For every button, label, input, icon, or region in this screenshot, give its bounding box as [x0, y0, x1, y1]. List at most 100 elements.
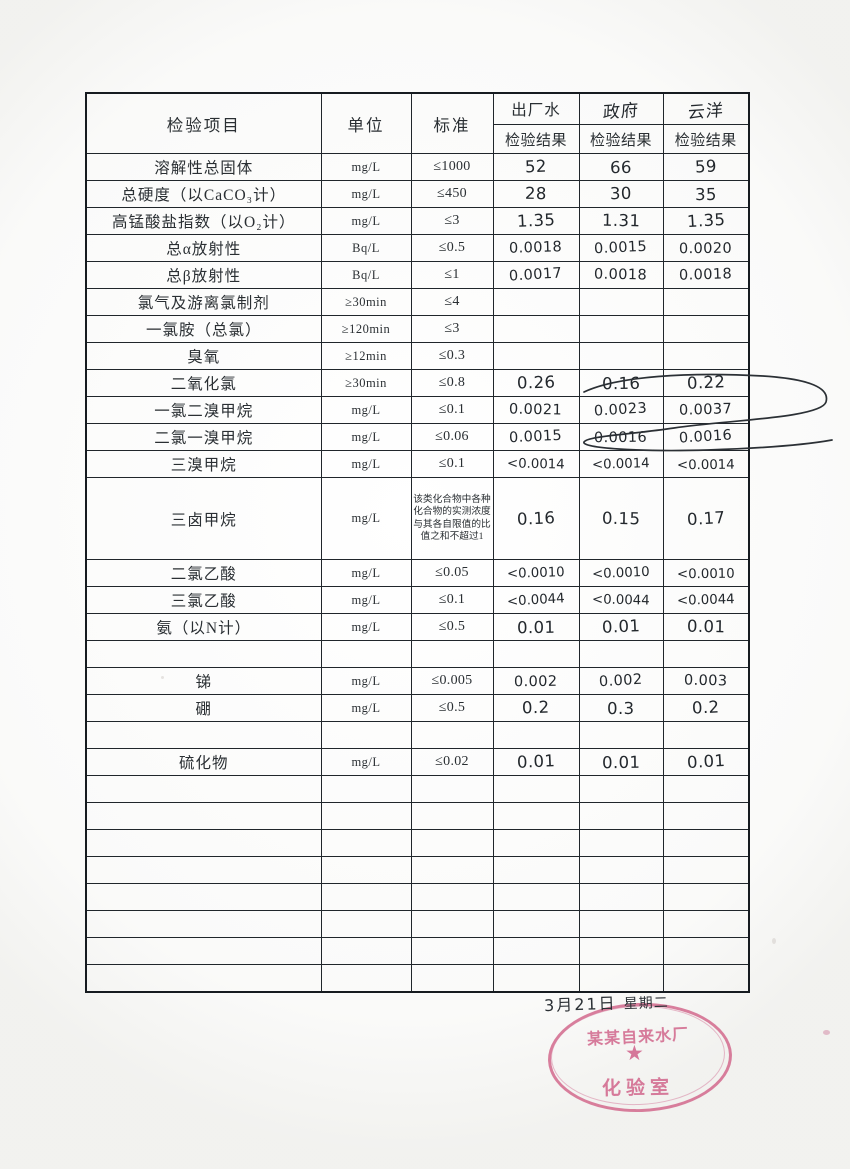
cell-unit: mg/L: [320, 423, 412, 451]
cell-item-name: 锑: [85, 667, 322, 695]
source-label-2-handwritten: 政府: [602, 100, 640, 123]
cell-unit: [320, 937, 412, 965]
cell-standard: ≤0.1: [410, 396, 494, 424]
table-row-empty: [85, 964, 750, 992]
cell-standard: [410, 802, 494, 830]
cell-item-name: 硫化物: [85, 748, 322, 776]
column-header-result-1: 检验结果: [492, 124, 580, 154]
cell-unit: [320, 721, 412, 749]
handwritten-result-value: <0.0014: [591, 456, 651, 473]
table-row-empty: [85, 883, 750, 911]
cell-result: <0.0044: [662, 586, 750, 614]
cell-result: 1.35: [492, 207, 580, 235]
cell-result: [662, 883, 750, 911]
cell-standard: ≤1: [410, 261, 494, 289]
handwritten-result-value: 0.3: [607, 698, 635, 719]
cell-item-name: [85, 856, 322, 884]
handwritten-result-value: 0.26: [516, 372, 556, 393]
cell-result: [578, 315, 664, 343]
handwritten-result-value: <0.0014: [507, 456, 565, 473]
cell-unit: ≥120min: [320, 315, 412, 343]
table-row: 二氯一溴甲烷 mg/L ≤0.06 0.0015 0.0016 0.0016: [85, 423, 750, 451]
table-row: 溶解性总固体 mg/L ≤1000 52 66 59: [85, 153, 750, 181]
cell-item-name: [85, 910, 322, 938]
table-row: 三溴甲烷 mg/L ≤0.1 <0.0014 <0.0014 <0.0014: [85, 450, 750, 478]
cell-unit: [320, 910, 412, 938]
cell-standard: ≤0.005: [410, 667, 494, 695]
cell-unit: [320, 829, 412, 857]
handwritten-result-value: 35: [694, 184, 717, 205]
cell-result: [492, 910, 580, 938]
cell-unit: mg/L: [320, 667, 412, 695]
table-header: 检验项目 单位 标准 出厂水 政府 云洋 检验结果 检验结果 检验结果: [85, 92, 750, 154]
cell-item-name: [85, 964, 322, 992]
cell-item-name: 二氯一溴甲烷: [85, 423, 322, 451]
cell-result: 66: [578, 153, 664, 181]
cell-standard: ≤0.3: [410, 342, 494, 370]
cell-item-name: [85, 802, 322, 830]
cell-result: 1.31: [578, 207, 664, 235]
handwritten-result-value: 0.0021: [509, 401, 563, 419]
cell-standard: ≤4: [410, 288, 494, 316]
cell-standard: [410, 910, 494, 938]
table-body: 溶解性总固体 mg/L ≤1000 52 66 59 总硬度（以CaCO₃计） mg/L ≤45…: [85, 153, 750, 992]
cell-result: [578, 829, 664, 857]
handwritten-result-value: 0.002: [598, 671, 644, 691]
handwritten-result-value: 1.35: [686, 209, 726, 232]
handwritten-result-value: 0.003: [683, 672, 728, 690]
header-row-top: 检验项目 单位 标准 出厂水 政府 云洋: [85, 92, 750, 154]
table-row: 氯气及游离氯制剂 ≥30min ≤4: [85, 288, 750, 316]
handwritten-result-value: <0.0010: [506, 565, 566, 582]
cell-result: [492, 721, 580, 749]
cell-standard: ≤0.5: [410, 613, 494, 641]
cell-result: [492, 856, 580, 884]
cell-standard: ≤3: [410, 315, 494, 343]
cell-item-name: 总硬度（以CaCO₃计）: [85, 180, 322, 208]
cell-item-name: 臭氧: [85, 342, 322, 370]
cell-result: <0.0014: [578, 450, 664, 478]
column-header-result-3: 检验结果: [662, 124, 750, 154]
cell-result: 0.01: [578, 748, 664, 776]
handwritten-result-value: 1.31: [601, 210, 641, 231]
cell-result: 0.01: [662, 613, 750, 641]
cell-result: 0.16: [492, 477, 580, 560]
cell-result: 0.0018: [662, 261, 750, 289]
cell-unit: Bq/L: [320, 261, 412, 289]
cell-unit: [320, 775, 412, 803]
handwritten-result-value: <0.0014: [676, 457, 735, 474]
cell-unit: ≥30min: [320, 369, 412, 397]
handwritten-result-value: 0.0017: [508, 265, 563, 285]
handwritten-result-value: <0.0044: [506, 591, 566, 610]
cell-item-name: 一氯胺（总氯）: [85, 315, 322, 343]
column-header-unit: 单位: [320, 92, 412, 154]
cell-result: 0.0018: [492, 234, 580, 262]
cell-standard: ≤0.5: [410, 234, 494, 262]
cell-standard: [410, 937, 494, 965]
cell-result: 0.0016: [578, 423, 664, 451]
cell-result: 0.2: [662, 694, 750, 722]
cell-result: [578, 775, 664, 803]
cell-standard: ≤0.05: [410, 559, 494, 587]
handwritten-result-value: 0.0016: [594, 429, 648, 447]
cell-result: 0.0015: [492, 423, 580, 451]
cell-result: 0.0021: [492, 396, 580, 424]
column-header-item: 检验项目: [85, 92, 322, 154]
table-row: 高锰酸盐指数（以O₂计） mg/L ≤3 1.35 1.31 1.35: [85, 207, 750, 235]
cell-result: 28: [492, 180, 580, 208]
seal-star-icon: ★: [625, 1041, 644, 1065]
cell-result: [492, 288, 580, 316]
cell-standard: ≤0.5: [410, 694, 494, 722]
cell-result: 0.002: [492, 667, 580, 695]
seal-department-text: 化验室: [601, 1076, 675, 1100]
cell-result: 0.01: [578, 613, 664, 641]
cell-item-name: 总β放射性: [85, 261, 322, 289]
handwritten-result-value: 0.2: [522, 697, 550, 718]
source-header-2: 政府: [578, 92, 664, 125]
handwritten-result-value: 0.0023: [593, 400, 648, 420]
cell-standard: [410, 775, 494, 803]
cell-result: 30: [578, 180, 664, 208]
source-label-1: 出厂水: [511, 102, 561, 119]
handwritten-result-value: 0.0016: [678, 427, 733, 447]
handwritten-result-value: <0.0044: [592, 592, 650, 609]
cell-item-name: 氯气及游离氯制剂: [85, 288, 322, 316]
